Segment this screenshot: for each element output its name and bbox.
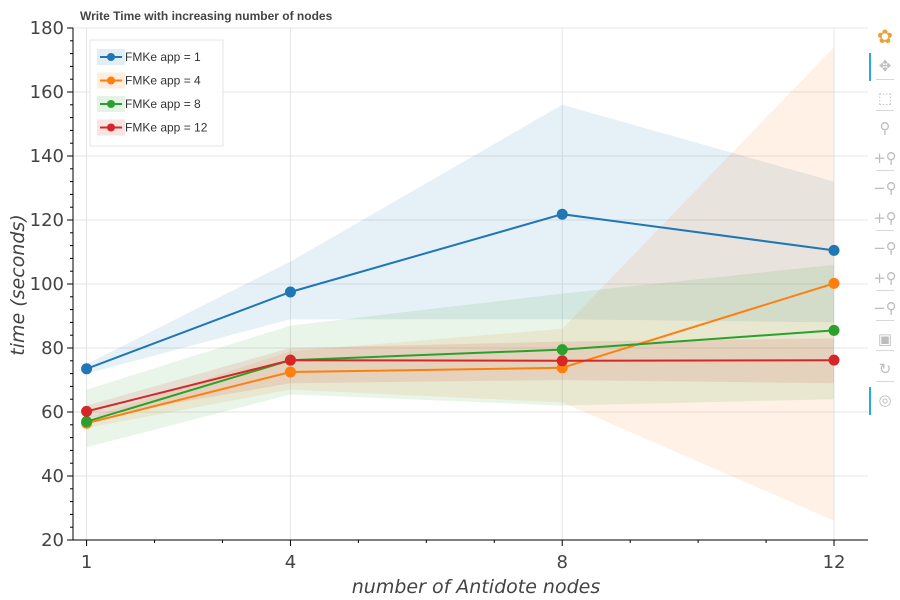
- confidence-bands: [86, 47, 835, 521]
- data-point[interactable]: [556, 208, 568, 220]
- hover-icon[interactable]: ◎: [869, 387, 898, 415]
- data-point[interactable]: [81, 363, 93, 375]
- y-tick-label: 80: [41, 338, 64, 359]
- x-zoom-in-icon[interactable]: +⚲: [873, 209, 897, 227]
- confidence-band-2: [86, 47, 835, 521]
- data-point[interactable]: [556, 355, 568, 367]
- y-tick-label: 140: [30, 146, 64, 167]
- chart-title: Write Time with increasing number of nod…: [80, 9, 333, 23]
- y-tick-label: 100: [30, 274, 64, 295]
- series-line-2: [86, 282, 835, 425]
- confidence-band-3: [86, 264, 835, 448]
- data-point[interactable]: [81, 405, 93, 417]
- legend-swatch-marker: [107, 53, 115, 61]
- y-tick-label: 120: [30, 210, 64, 231]
- zoom-icon[interactable]: ⚲: [879, 119, 891, 137]
- legend: FMKe app = 1 FMKe app = 4 FMKe app = 8 FMKe…: [89, 39, 224, 147]
- x-zoom-out-icon[interactable]: −⚲: [873, 239, 897, 257]
- legend-label: FMKe app = 12: [125, 121, 208, 135]
- data-point[interactable]: [828, 354, 840, 366]
- y-axis-label: time (seconds): [7, 214, 29, 355]
- data-point[interactable]: [81, 416, 93, 428]
- x-axis-label: number of Antidote nodes: [352, 576, 601, 598]
- toolbar-divider: [876, 79, 894, 80]
- data-point[interactable]: [828, 324, 840, 336]
- chart-toolbar: ✿ ✥ ⬚ ⚲ +⚲ −⚲ +⚲ −⚲ +⚲ −⚲ ▣ ↻ ◎: [868, 24, 900, 424]
- zoom-in-icon[interactable]: +⚲: [873, 149, 897, 167]
- series-line-3: [86, 329, 835, 423]
- confidence-band-1: [86, 104, 835, 374]
- toolbar-divider: [876, 350, 894, 351]
- y-tick-label: 20: [41, 530, 64, 551]
- x-tick-label: 4: [285, 552, 296, 573]
- y-zoom-out-icon[interactable]: −⚲: [873, 299, 897, 317]
- axes: 20 40 60 80 100 120 140 160 180 1 4 8 12: [30, 18, 868, 573]
- legend-swatch-marker: [107, 76, 115, 85]
- series-points[interactable]: [81, 208, 840, 429]
- x-tick-label: 8: [557, 552, 568, 573]
- legend-swatch-marker: [107, 100, 115, 108]
- confidence-band-4: [86, 338, 835, 419]
- pan-icon[interactable]: ✥: [869, 53, 898, 81]
- toolbar-divider: [876, 381, 894, 382]
- toolbar-divider: [876, 230, 894, 231]
- x-tick-label: 1: [81, 552, 92, 573]
- y-tick-label: 180: [30, 18, 64, 39]
- zoom-out-icon[interactable]: −⚲: [873, 179, 897, 197]
- legend-label: FMKe app = 8: [125, 97, 201, 111]
- toolbar-divider: [876, 290, 894, 291]
- y-tick-label: 40: [41, 466, 64, 487]
- y-tick-label: 160: [30, 82, 64, 103]
- toolbar-divider: [876, 170, 894, 171]
- toolbar-divider: [876, 110, 894, 111]
- data-point[interactable]: [284, 354, 296, 366]
- bokeh-logo-icon: ✿: [877, 26, 893, 48]
- data-point[interactable]: [556, 344, 568, 356]
- box-zoom-icon[interactable]: ⬚: [877, 89, 893, 107]
- reset-icon[interactable]: ↻: [878, 360, 892, 378]
- legend-label: FMKe app = 4: [125, 74, 201, 88]
- toolbar-divider: [876, 320, 894, 321]
- data-point[interactable]: [828, 277, 840, 289]
- save-icon[interactable]: ▣: [877, 330, 893, 348]
- data-point[interactable]: [284, 286, 296, 298]
- legend-swatch-marker: [107, 123, 115, 132]
- x-tick-label: 12: [823, 552, 846, 573]
- legend-label: FMKe app = 1: [125, 50, 201, 64]
- y-tick-label: 60: [41, 402, 64, 423]
- series-line-4: [86, 359, 835, 413]
- series-lines: [86, 213, 835, 425]
- data-point[interactable]: [828, 244, 840, 256]
- series-line-1: [86, 213, 835, 370]
- data-point[interactable]: [284, 366, 296, 378]
- y-zoom-in-icon[interactable]: +⚲: [873, 269, 897, 287]
